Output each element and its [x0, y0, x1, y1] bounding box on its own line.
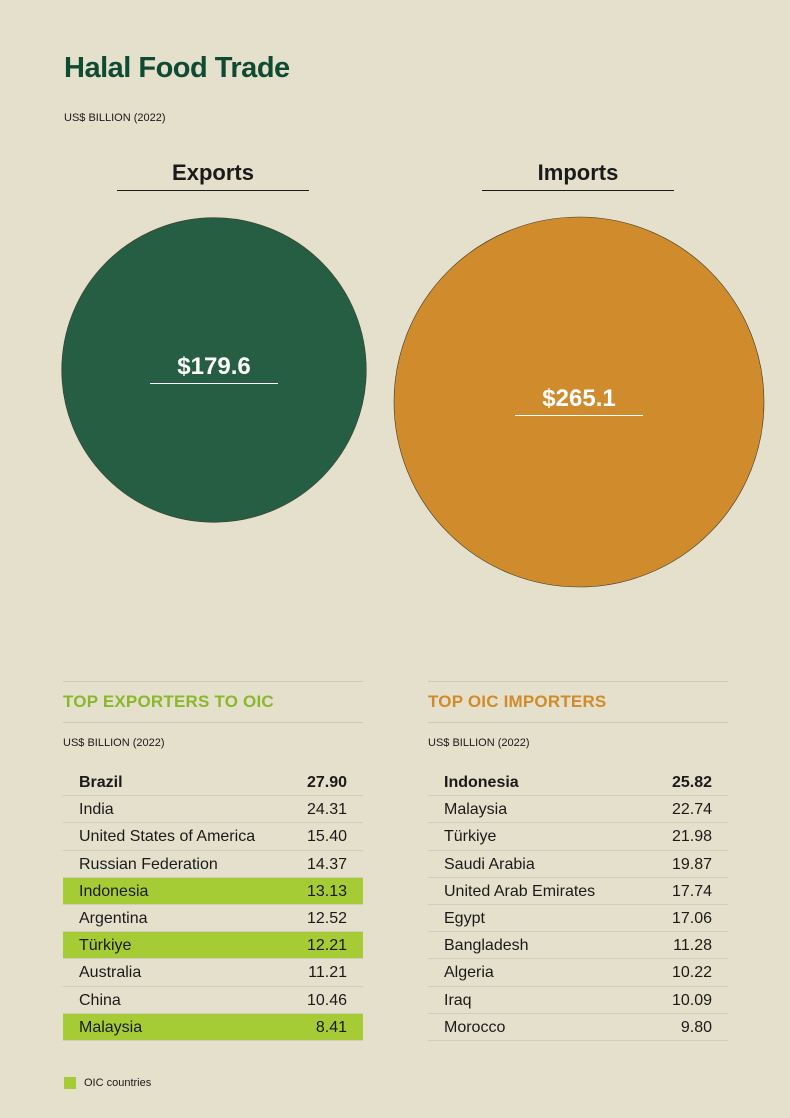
exporter-country: Australia [79, 964, 142, 982]
importer-country: Indonesia [444, 774, 519, 791]
importer-value: 21.98 [671, 828, 712, 846]
top-exporters-title: TOP EXPORTERS TO OIC [63, 681, 363, 723]
importer-value: 10.22 [671, 964, 712, 982]
exporter-row: Malaysia 8.41 [63, 1013, 363, 1041]
exporter-row: Russian Federation 14.37 [63, 851, 363, 878]
exporter-country: United States of America [79, 828, 256, 846]
importer-value: 17.74 [671, 882, 712, 900]
exports-heading: Exports [117, 160, 309, 191]
importer-country: Saudi Arabia [444, 855, 535, 873]
importer-value: 10.09 [671, 991, 712, 1009]
top-exporters-unit: US$ BILLION (2022) [63, 737, 165, 749]
importer-value: 17.06 [671, 909, 712, 927]
exporter-row: United States of America 15.40 [63, 823, 363, 851]
importer-row: United Arab Emirates 17.74 [428, 878, 728, 905]
importer-country: Morocco [444, 1018, 506, 1036]
importer-country: Egypt [444, 909, 485, 927]
exporter-value: 10.46 [306, 991, 347, 1009]
importer-country: United Arab Emirates [444, 882, 596, 900]
importer-country: Bangladesh [444, 937, 529, 955]
exporter-country: Türkiye [79, 937, 132, 955]
top-exporters-rows: Brazil 27.90 India 24.31 United States of Am… [63, 769, 363, 1041]
exporter-value: 11.21 [308, 964, 347, 982]
exporter-row: Brazil 27.90 [63, 769, 363, 797]
exporter-row: Indonesia 13.13 [63, 877, 363, 905]
importer-row: Türkiye 21.98 [428, 823, 728, 851]
importer-row: Iraq 10.09 [428, 987, 728, 1014]
top-importers-table: TOP OIC IMPORTERS US$ BILLION (2022) Ind… [428, 681, 728, 1041]
imports-value-label: $265.1 [515, 385, 643, 416]
exporter-row: India 24.31 [63, 796, 363, 824]
exporter-value: 8.41 [315, 1018, 347, 1036]
exporter-value: 14.37 [306, 855, 347, 873]
importer-country: Malaysia [444, 801, 508, 819]
importer-value: 25.82 [671, 774, 712, 791]
exports-value-label: $179.6 [150, 353, 278, 384]
importer-row: Egypt 17.06 [428, 905, 728, 933]
importer-country: Türkiye [444, 828, 497, 846]
importer-row: Algeria 10.22 [428, 959, 728, 987]
bubble-chart [61, 216, 765, 588]
bubble-exports [61, 217, 367, 523]
exporter-row: Türkiye 12.21 [63, 932, 363, 960]
legend-label: OIC countries [84, 1077, 152, 1089]
exporter-row: Australia 11.21 [63, 959, 363, 987]
exporter-country: Russian Federation [79, 855, 218, 873]
importer-country: Iraq [444, 991, 472, 1009]
legend-swatch [64, 1077, 76, 1089]
importer-row: Morocco 9.80 [428, 1014, 728, 1041]
exporter-country: China [79, 991, 121, 1009]
bubble-imports [393, 216, 765, 588]
importer-row: Indonesia 25.82 [428, 769, 728, 797]
exporter-value: 24.31 [306, 801, 347, 819]
importer-row: Bangladesh 11.28 [428, 932, 728, 960]
top-importers-title: TOP OIC IMPORTERS [428, 681, 728, 723]
exporter-row: China 10.46 [63, 987, 363, 1014]
importer-country: Algeria [444, 964, 494, 982]
top-importers-rows: Indonesia 25.82 Malaysia 22.74 Türkiye 21.98 S… [428, 769, 728, 1041]
top-importers-unit: US$ BILLION (2022) [428, 737, 530, 749]
exporter-value: 15.40 [306, 828, 347, 846]
exporter-country: Brazil [79, 774, 123, 791]
importer-value: 11.28 [673, 937, 712, 955]
exporter-value: 12.21 [306, 937, 347, 955]
importer-row: Saudi Arabia 19.87 [428, 851, 728, 878]
top-exporters-table: TOP EXPORTERS TO OIC US$ BILLION (2022) … [63, 681, 363, 1041]
legend: OIC countries [64, 1077, 151, 1089]
importer-value: 9.80 [680, 1018, 712, 1036]
exporter-value: 27.90 [306, 774, 347, 791]
exporter-row: Argentina 12.52 [63, 905, 363, 933]
page-title: Halal Food Trade [64, 52, 290, 84]
importer-row: Malaysia 22.74 [428, 796, 728, 824]
imports-heading: Imports [482, 160, 674, 191]
page-subtitle: US$ BILLION (2022) [64, 112, 166, 124]
exporter-value: 12.52 [306, 909, 347, 927]
exporter-country: Indonesia [79, 882, 149, 900]
exporter-value: 13.13 [306, 882, 347, 900]
exporter-country: India [79, 801, 114, 819]
exporter-country: Argentina [79, 909, 148, 927]
importer-value: 22.74 [671, 801, 712, 819]
importer-value: 19.87 [671, 855, 712, 873]
exporter-country: Malaysia [79, 1018, 143, 1036]
